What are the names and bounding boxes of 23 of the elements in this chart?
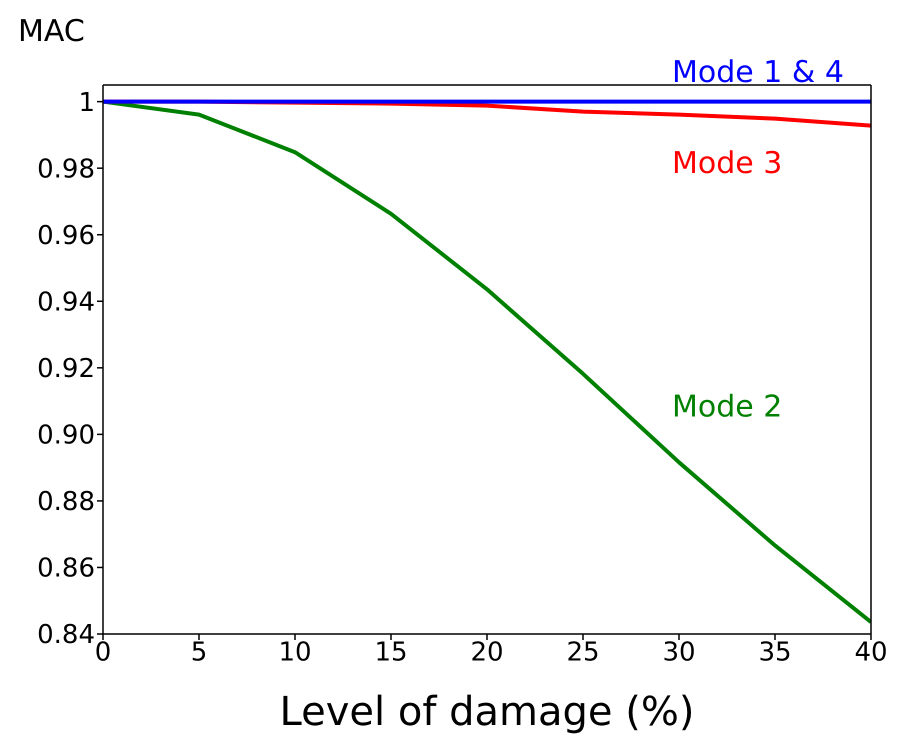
y-tick-label: 1	[78, 88, 95, 118]
x-tick-label: 0	[94, 637, 112, 668]
y-tick-label: 0.90	[37, 420, 95, 451]
x-tick-label: 25	[566, 637, 600, 668]
y-tick-label: 0.84	[37, 620, 95, 650]
x-tick-label: 40	[854, 637, 888, 668]
series-label: Mode 1 & 4	[672, 54, 844, 90]
y-tick-label: 0.86	[37, 554, 95, 584]
y-tick-label: 0.98	[37, 154, 95, 184]
series-label: Mode 3	[672, 146, 782, 181]
y-tick-label: 0.88	[37, 487, 95, 518]
y-axis-title: MAC	[18, 14, 85, 49]
x-tick-label: 5	[190, 637, 208, 668]
x-tick-label: 10	[278, 637, 312, 668]
x-axis-title: Level of damage (%)	[280, 689, 694, 735]
x-tick-label: 30	[662, 637, 696, 668]
series-label: Mode 2	[672, 390, 782, 425]
x-tick-label: 20	[470, 637, 504, 668]
y-tick-label: 0.96	[37, 220, 95, 251]
x-tick-label: 35	[758, 637, 792, 668]
x-tick-label: 15	[374, 637, 408, 668]
y-tick-label: 0.94	[37, 288, 95, 318]
y-tick-label: 0.92	[37, 354, 95, 384]
